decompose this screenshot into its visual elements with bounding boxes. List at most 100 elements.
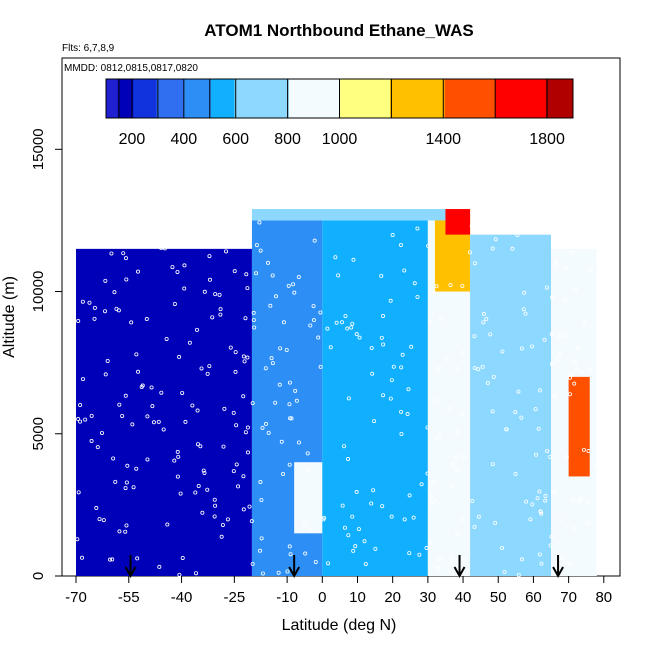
measurement-point <box>260 425 265 430</box>
measurement-point <box>346 396 351 401</box>
measurement-point <box>157 564 162 569</box>
measurement-point <box>415 226 420 231</box>
measurement-point <box>270 361 275 366</box>
measurement-point <box>241 507 246 512</box>
measurement-point <box>449 557 454 562</box>
measurement-point <box>263 421 268 426</box>
colorbar-segment <box>444 79 449 118</box>
measurement-point <box>533 407 538 412</box>
colorbar-segment <box>113 79 119 118</box>
measurement-point <box>399 409 404 414</box>
colorbar-segment <box>277 79 282 118</box>
x-tick-label: -70 <box>65 589 87 606</box>
measurement-point <box>268 303 273 308</box>
x-tick-label: 30 <box>420 589 437 606</box>
measurement-point <box>245 450 250 455</box>
measurement-point <box>291 282 296 287</box>
measurement-point <box>472 366 477 371</box>
colorbar-segment <box>355 79 360 118</box>
measurement-point <box>313 559 318 564</box>
colorbar-segment <box>230 79 235 118</box>
measurement-point <box>333 255 338 260</box>
measurement-point <box>273 400 278 405</box>
measurement-point <box>558 518 563 523</box>
measurement-point <box>462 455 467 460</box>
measurement-point <box>254 243 259 248</box>
colorbar-segment <box>452 79 457 118</box>
measurement-point <box>549 332 554 337</box>
measurement-point <box>175 449 180 454</box>
colorbar-segment <box>569 79 574 118</box>
measurement-point <box>172 458 177 463</box>
measurement-point <box>548 543 553 548</box>
measurement-point <box>460 517 465 522</box>
y-axis: 0 5000 10000 15000 <box>30 128 62 580</box>
colorbar-segment <box>537 79 543 118</box>
measurement-point <box>87 300 92 305</box>
measurement-point <box>269 356 274 361</box>
x-tick-label: 40 <box>455 589 472 606</box>
measurement-point <box>402 517 407 522</box>
measurement-point <box>247 504 252 509</box>
measurement-point <box>388 298 393 303</box>
measurement-point <box>258 480 263 485</box>
measurement-point <box>244 272 249 277</box>
measurement-point <box>346 456 351 461</box>
measurement-point <box>277 382 282 387</box>
measurement-point <box>429 493 434 498</box>
measurement-point <box>263 366 268 371</box>
measurement-point <box>572 359 577 364</box>
measurement-point <box>228 345 233 350</box>
measurement-point <box>390 233 395 238</box>
colorbar-segment <box>269 79 274 118</box>
measurement-point <box>447 406 452 411</box>
colorbar-segment <box>553 79 558 118</box>
measurement-point <box>469 223 474 228</box>
measurement-point <box>80 555 85 560</box>
measurement-point <box>201 468 206 473</box>
measurement-point <box>434 284 439 289</box>
measurement-point <box>311 304 316 309</box>
measurement-point <box>266 260 271 265</box>
measurement-point <box>354 489 359 494</box>
measurement-point <box>292 290 297 295</box>
measurement-point <box>536 426 541 431</box>
measurement-point <box>159 390 164 395</box>
colorbar-segment <box>522 79 527 118</box>
measurement-point <box>111 241 116 246</box>
measurement-point <box>161 427 166 432</box>
measurement-point <box>353 544 358 549</box>
measurement-point <box>220 522 225 527</box>
colorbar-segment <box>491 79 496 118</box>
colorbar-segment <box>109 79 115 118</box>
measurement-point <box>493 237 498 242</box>
colorbar-segment <box>339 79 344 118</box>
measurement-point <box>407 493 412 498</box>
measurement-point <box>399 431 404 436</box>
measurement-point <box>558 555 563 560</box>
colorbar-segment <box>172 79 177 118</box>
measurement-point <box>549 362 554 367</box>
colorbar-segment <box>351 79 356 118</box>
colorbar-tick-label: 200 <box>119 131 146 148</box>
measurement-point <box>409 344 414 349</box>
y-axis-label: Altitude (m) <box>1 276 18 358</box>
colorbar-segment <box>195 79 200 118</box>
measurement-point <box>92 316 97 321</box>
measurement-point <box>78 419 83 424</box>
colorbar-segment <box>253 79 259 118</box>
heatmap-cell <box>251 209 446 221</box>
measurement-point <box>183 419 188 424</box>
measurement-point <box>472 261 477 266</box>
measurement-point <box>233 350 238 355</box>
flight-arrow <box>124 555 137 579</box>
measurement-point <box>222 406 227 411</box>
colorbar-segment <box>133 79 138 118</box>
measurement-point <box>552 242 557 247</box>
measurement-point <box>430 479 435 484</box>
measurement-point <box>234 423 239 428</box>
measurement-point <box>326 561 331 566</box>
measurement-point <box>370 371 375 376</box>
measurement-point <box>531 227 536 232</box>
measurement-point <box>218 307 223 312</box>
